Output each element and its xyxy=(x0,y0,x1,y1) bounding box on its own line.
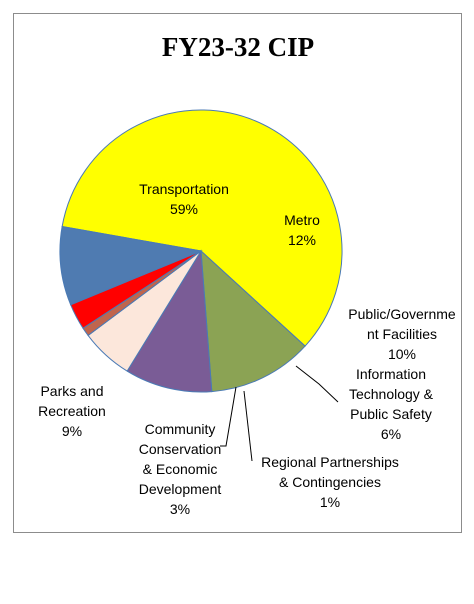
slice-value-4: 1% xyxy=(320,494,340,510)
slice-label-line-3-2: Public Safety xyxy=(350,406,432,422)
slice-label-2: Public/Governme nt Facilities 10% xyxy=(348,306,456,362)
slice-value-6: 9% xyxy=(62,423,82,439)
slice-label-line-5-1: Conservation xyxy=(139,441,222,457)
leader-line-5 xyxy=(220,386,237,447)
pie-chart: FY23-32 CIP Transportation 59% Metro 12% Pub… xyxy=(38,32,456,517)
pie-slice-6 xyxy=(59,225,203,306)
slice-label-line-0-0: Transportation xyxy=(139,181,229,197)
slice-label-0: Transportation 59% xyxy=(139,181,229,217)
leader-line-4 xyxy=(243,390,253,462)
slice-value-1: 12% xyxy=(288,232,316,248)
slice-label-4: Regional Partnerships & Contingencies 1% xyxy=(261,454,399,510)
slice-labels: Transportation 59% Metro 12% Public/Governme… xyxy=(38,181,456,517)
slice-value-5: 3% xyxy=(170,501,190,517)
slice-label-line-4-1: & Contingencies xyxy=(279,474,381,490)
leader-lines xyxy=(220,365,339,462)
slice-label-3: Information Technology & Public Safety 6% xyxy=(349,366,434,442)
slice-label-line-2-0: Public/Governme xyxy=(348,306,456,322)
leader-line-3 xyxy=(295,365,339,403)
slice-value-3: 6% xyxy=(381,426,401,442)
pie-slices xyxy=(59,109,343,393)
slice-label-1: Metro 12% xyxy=(284,212,320,248)
slice-label-line-5-0: Community xyxy=(145,421,216,437)
slice-value-0: 59% xyxy=(170,201,198,217)
pie-slice-0 xyxy=(61,109,343,347)
slice-label-line-6-0: Parks and xyxy=(40,383,103,399)
chart-frame: FY23-32 CIP Transportation 59% Metro 12% Pub… xyxy=(13,13,462,533)
slice-value-2: 10% xyxy=(388,346,416,362)
slice-label-line-2-1: nt Facilities xyxy=(367,326,437,342)
pie-slice-2 xyxy=(126,249,213,393)
slice-label-5: Community Conservation & Economic Developme… xyxy=(139,421,222,517)
slice-label-line-3-0: Information xyxy=(356,366,426,382)
slice-label-line-4-0: Regional Partnerships xyxy=(261,454,399,470)
pie-slice-1 xyxy=(200,249,306,393)
slice-label-line-5-2: & Economic xyxy=(143,461,218,477)
slice-label-line-1-0: Metro xyxy=(284,212,320,228)
slice-label-line-6-1: Recreation xyxy=(38,403,106,419)
slice-label-6: Parks and Recreation 9% xyxy=(38,383,106,439)
slice-label-line-3-1: Technology & xyxy=(349,386,434,402)
slice-label-line-5-3: Development xyxy=(139,481,222,497)
chart-title: FY23-32 CIP xyxy=(162,32,314,62)
